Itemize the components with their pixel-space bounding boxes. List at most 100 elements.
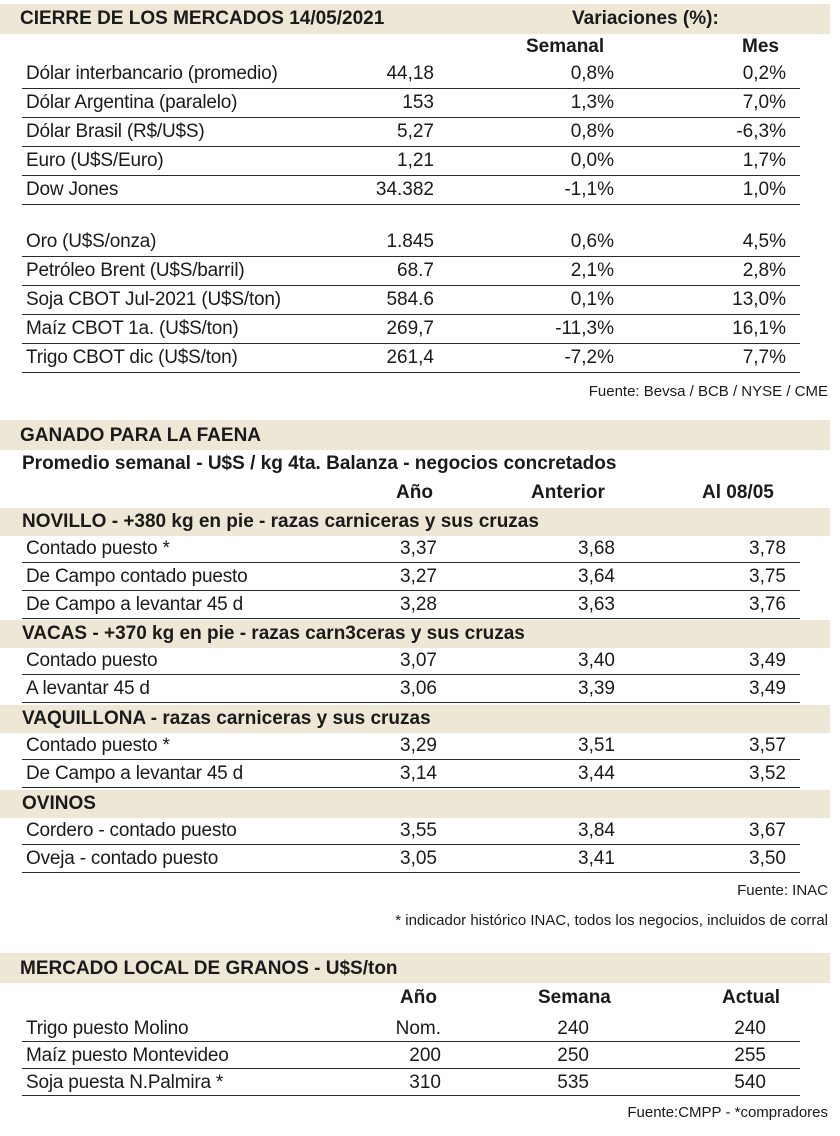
category-vacas-title: VACAS - +370 kg en pie - razas carn3cera… [22,623,525,644]
granos-title: MERCADO LOCAL DE GRANOS - U$S/ton [20,958,398,979]
cell-value: 269,7 [386,318,434,339]
cell-anio: 3,37 [400,538,437,559]
row-divider [22,618,800,619]
cell-anio: Nom. [395,1018,441,1039]
cell-anio: 3,29 [400,735,437,756]
cell-anio: 3,55 [400,820,437,841]
cell-anterior: 3,68 [578,538,615,559]
category-vaquillona: VAQUILLONA - razas carniceras y sus cruz… [0,705,830,733]
cell-anio: 3,07 [400,650,437,671]
cell-semanal: -11,3% [555,318,614,339]
cell-semanal: 0,8% [570,121,614,142]
table-row: Cordero - contado puesto 3,55 3,84 3,67 [0,818,840,847]
cell-actual: 255 [734,1045,766,1066]
row-divider [22,204,800,205]
table-row: Dow Jones 34.382 -1,1% 1,0% [0,177,840,206]
table-row: Euro (U$S/Euro) 1,21 0,0% 1,7% [0,148,840,177]
cell-value: 34.382 [375,179,434,200]
table-row: Contado puesto * 3,29 3,51 3,57 [0,733,840,762]
row-label: Dólar interbancario (promedio) [26,63,278,84]
row-divider [22,674,800,675]
cell-value: 1.845 [386,231,434,252]
row-label: Trigo CBOT dic (U$S/ton) [26,347,238,368]
cell-value: 584.6 [386,289,434,310]
row-label: Maíz puesto Montevideo [26,1045,229,1066]
col-header-semanal: Semanal [526,36,605,57]
cell-al: 3,76 [749,594,786,615]
table-row: Maíz puesto Montevideo 200 250 255 [0,1043,840,1072]
table-row: Oveja - contado puesto 3,05 3,41 3,50 [0,846,840,875]
row-label: Soja puesta N.Palmira * [26,1072,224,1093]
row-divider [22,314,800,315]
category-novillo: NOVILLO - +380 kg en pie - razas carnice… [0,508,830,536]
row-divider [22,1068,800,1069]
ganado-note: * indicador histórico INAC, todos los ne… [395,912,828,929]
cell-al: 3,78 [749,538,786,559]
variaciones-label: Variaciones (%): [572,8,719,29]
cell-anterior: 3,41 [578,848,615,869]
cell-anio: 3,27 [400,566,437,587]
row-label: Contado puesto * [26,538,170,559]
granos-col-header-anio: Año [400,987,437,1008]
mercados-header-band: CIERRE DE LOS MERCADOS 14/05/2021 Variac… [0,4,830,34]
cell-anio: 3,06 [400,678,437,699]
cell-anio: 200 [409,1045,441,1066]
cell-semanal: 0,6% [570,231,614,252]
cell-mes: 16,1% [732,318,786,339]
row-label: Dólar Brasil (R$/U$S) [26,121,205,142]
cell-semanal: 0,8% [570,63,614,84]
mercados-source: Fuente: Bevsa / BCB / NYSE / CME [588,383,828,400]
cell-value: 261,4 [386,347,434,368]
row-divider [22,343,800,344]
ganado-header-band: GANADO PARA LA FAENA [0,420,830,450]
row-label: A levantar 45 d [26,678,150,699]
cell-value: 1,21 [397,150,434,171]
row-divider [22,787,800,788]
row-divider [22,562,800,563]
row-label: De Campo a levantar 45 d [26,763,243,784]
cell-semanal: 0,1% [570,289,614,310]
table-row: De Campo contado puesto 3,27 3,64 3,75 [0,564,840,593]
row-divider [22,1041,800,1042]
cell-al: 3,75 [749,566,786,587]
row-label: De Campo a levantar 45 d [26,594,243,615]
table-row: Contado puesto * 3,37 3,68 3,78 [0,536,840,565]
row-label: Trigo puesto Molino [26,1018,189,1039]
row-label: Euro (U$S/Euro) [26,150,164,171]
table-row: Soja puesta N.Palmira * 310 535 540 [0,1070,840,1099]
ganado-title: GANADO PARA LA FAENA [20,425,262,446]
row-label: Contado puesto [26,650,158,671]
table-row: De Campo a levantar 45 d 3,28 3,63 3,76 [0,592,840,621]
row-label: Maíz CBOT 1a. (U$S/ton) [26,318,239,339]
row-label: Oveja - contado puesto [26,848,219,869]
cell-mes: 4,5% [742,231,786,252]
cell-anterior: 3,44 [578,763,615,784]
category-vacas: VACAS - +370 kg en pie - razas carn3cera… [0,620,830,648]
cell-anterior: 3,63 [578,594,615,615]
row-divider [22,759,800,760]
cell-mes: -6,3% [736,121,786,142]
mercados-title: CIERRE DE LOS MERCADOS 14/05/2021 [20,8,385,29]
granos-col-header-actual: Actual [722,987,781,1008]
category-vaquillona-title: VAQUILLONA - razas carniceras y sus cruz… [22,708,431,729]
cell-mes: 0,2% [742,63,786,84]
row-divider [22,256,800,257]
row-divider [22,702,800,703]
row-label: Cordero - contado puesto [26,820,237,841]
granos-col-header-semana: Semana [538,987,611,1008]
table-row: Contado puesto 3,07 3,40 3,49 [0,648,840,677]
cell-semanal: -1,1% [564,179,614,200]
table-row: Dólar Brasil (R$/U$S) 5,27 0,8% -6,3% [0,119,840,148]
cell-mes: 13,0% [732,289,786,310]
cell-anterior: 3,40 [578,650,615,671]
col-header-al: Al 08/05 [702,482,774,503]
cell-value: 153 [402,92,434,113]
cell-anterior: 3,64 [578,566,615,587]
cell-semanal: 2,1% [570,260,614,281]
table-row: A levantar 45 d 3,06 3,39 3,49 [0,676,840,705]
row-divider [22,88,800,89]
cell-value: 44,18 [386,63,434,84]
ganado-source: Fuente: INAC [737,882,828,899]
row-divider [22,1095,800,1096]
cell-anio: 3,05 [400,848,437,869]
